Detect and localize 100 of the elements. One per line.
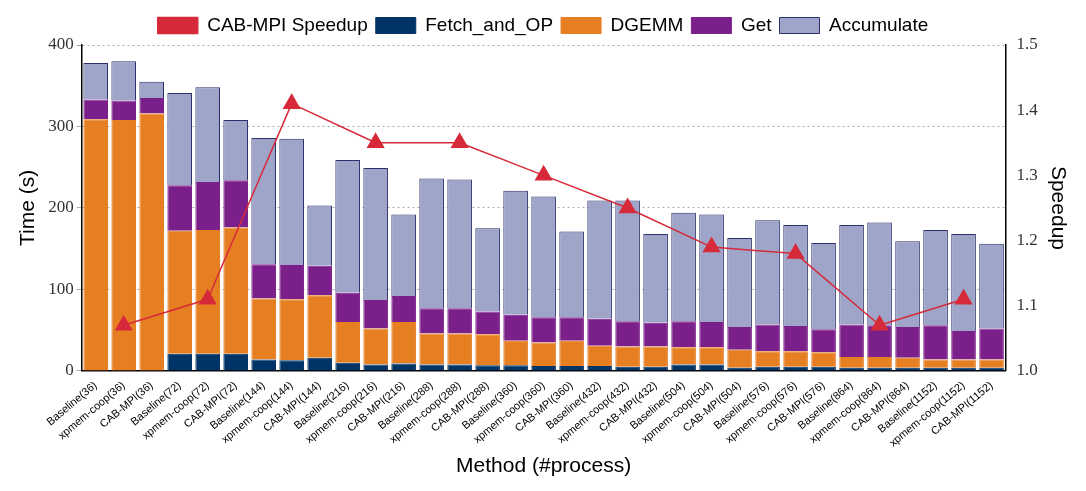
point	[199, 289, 217, 305]
legend-label: Get	[740, 13, 773, 35]
bar	[839, 357, 864, 368]
bar	[279, 360, 304, 371]
bar	[699, 322, 724, 348]
bar	[503, 314, 528, 341]
bar	[419, 364, 444, 371]
y2-tick-label: 1.4	[1016, 99, 1039, 119]
point	[955, 289, 973, 305]
y-tick-label: 0	[65, 360, 74, 380]
bar	[447, 333, 472, 365]
bar	[111, 119, 137, 371]
bar	[867, 357, 892, 368]
bar	[475, 365, 500, 371]
y2-tick-label: 1.3	[1016, 164, 1038, 184]
bar	[559, 366, 584, 371]
bar	[699, 364, 724, 371]
bar	[559, 317, 584, 341]
legend-label: Accumulate	[829, 13, 929, 35]
bar	[307, 295, 332, 358]
legend-label: DGEMM	[610, 13, 684, 35]
bar	[615, 321, 640, 347]
bar	[251, 359, 276, 371]
bar	[503, 365, 528, 371]
bar	[139, 113, 165, 371]
bar	[727, 326, 752, 350]
bar	[279, 264, 304, 300]
bar	[335, 292, 360, 323]
bar	[419, 333, 444, 365]
y2-tick-label: 1.1	[1016, 295, 1038, 315]
bar	[979, 328, 1004, 360]
bar	[755, 351, 780, 367]
bar	[755, 324, 780, 352]
bar	[307, 265, 332, 296]
bar	[615, 346, 640, 367]
bar	[839, 324, 864, 358]
bar	[363, 364, 388, 371]
bar	[559, 340, 584, 367]
bar	[139, 97, 165, 114]
bar	[251, 298, 276, 360]
bar	[783, 326, 808, 352]
bar	[335, 322, 360, 363]
bar	[223, 227, 248, 354]
bar	[531, 317, 556, 343]
bar	[251, 264, 276, 299]
y-tick-label: 400	[48, 34, 74, 54]
bar	[475, 334, 500, 366]
point	[619, 198, 637, 214]
bar	[587, 318, 612, 346]
point	[871, 315, 889, 331]
bar	[195, 181, 220, 230]
bar	[671, 321, 696, 348]
bar	[951, 330, 976, 360]
bar	[895, 326, 920, 358]
bar	[531, 366, 556, 371]
bar	[335, 362, 360, 371]
bar	[223, 353, 248, 371]
bar	[671, 364, 696, 371]
bar	[531, 342, 556, 367]
bar	[643, 322, 668, 347]
bar	[223, 180, 248, 228]
y-tick-label: 300	[48, 115, 74, 135]
bar	[195, 353, 220, 371]
point	[451, 133, 469, 149]
bar	[391, 295, 416, 323]
bar	[167, 185, 192, 231]
legend-label: Fetch_and_OP	[425, 13, 554, 36]
legend-label: CAB-MPI Speedup	[207, 13, 368, 35]
point	[703, 237, 721, 253]
bar	[195, 229, 220, 354]
point	[535, 165, 553, 181]
bar	[447, 308, 472, 334]
bar	[391, 322, 416, 364]
bar	[363, 300, 388, 329]
bar	[643, 346, 668, 367]
bar	[503, 340, 528, 366]
y-tick-label: 100	[48, 278, 74, 298]
point	[115, 315, 133, 331]
bar	[587, 366, 612, 371]
bar	[363, 328, 388, 365]
y2-tick-label: 1.2	[1016, 230, 1038, 250]
bar	[699, 347, 724, 365]
y2-tick-label: 1.5	[1016, 34, 1038, 54]
bar	[727, 349, 752, 368]
point	[367, 133, 385, 149]
y2-tick-label: 1.0	[1016, 360, 1038, 380]
bar	[587, 345, 612, 367]
point	[787, 243, 805, 259]
bar	[307, 357, 332, 371]
bar	[83, 99, 109, 120]
bar	[447, 364, 472, 371]
bar	[895, 357, 920, 368]
bar	[923, 325, 948, 360]
bar	[419, 308, 444, 334]
point	[283, 93, 301, 109]
bar	[279, 299, 304, 361]
y-tick-label: 200	[48, 197, 74, 217]
x-axis-title: Method (#process)	[456, 453, 632, 477]
bar	[783, 351, 808, 367]
y2-axis-title: Speedup	[1047, 165, 1071, 250]
